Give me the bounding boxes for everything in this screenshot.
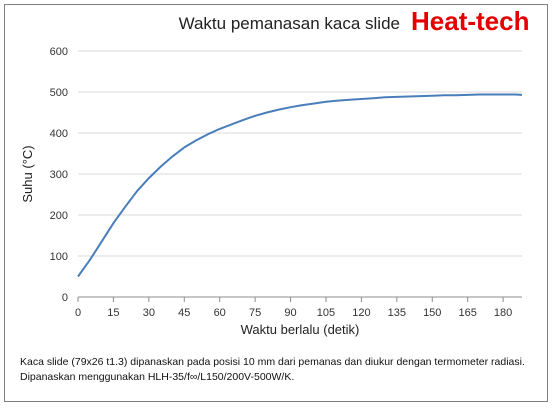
- caption-line-1: Kaca slide (79x26 t1.3) dipanaskan pada …: [20, 356, 525, 368]
- x-tick-label-135: 135: [388, 307, 406, 319]
- x-tick-label-90: 90: [284, 307, 296, 319]
- x-tick-label-105: 105: [317, 307, 335, 319]
- chart-title: Waktu pemanasan kaca slide: [178, 14, 400, 33]
- x-tick-label-180: 180: [494, 307, 512, 319]
- x-tick-label-165: 165: [459, 307, 477, 319]
- x-tick-label-15: 15: [107, 307, 119, 319]
- brand-logo: Heat-tech: [411, 6, 530, 36]
- caption-line-2: Dipanaskan menggunakan HLH-35/f∞/L150/20…: [20, 371, 295, 383]
- x-tick-label-30: 30: [143, 307, 155, 319]
- x-tick-label-120: 120: [352, 307, 370, 319]
- caption: Kaca slide (79x26 t1.3) dipanaskan pada …: [20, 355, 540, 385]
- x-axis-ticks: 0 15 30 45 60 75 90 105 120 135 150 165 180: [75, 297, 512, 319]
- y-tick-label-100: 100: [50, 251, 68, 263]
- series-line-0: [77, 93, 523, 278]
- y-axis-label: Suhu (°C): [20, 145, 35, 202]
- y-tick-label-0: 0: [62, 292, 68, 304]
- x-axis-label: Waktu berlalu (detik): [241, 322, 360, 337]
- x-tick-label-150: 150: [423, 307, 441, 319]
- series-group: [77, 93, 523, 278]
- x-tick-label-75: 75: [249, 307, 261, 319]
- y-tick-label-400: 400: [50, 128, 68, 140]
- y-axis-ticks: 0 100 200 300 400 500 600: [50, 46, 68, 304]
- x-tick-label-60: 60: [214, 307, 226, 319]
- y-tick-label-600: 600: [50, 46, 68, 58]
- figure-frame: [4, 4, 548, 402]
- y-tick-label-500: 500: [50, 87, 68, 99]
- x-tick-label-45: 45: [178, 307, 190, 319]
- y-tick-label-200: 200: [50, 210, 68, 222]
- x-tick-label-0: 0: [75, 307, 81, 319]
- line-chart: 0 100 200 300 400 500 600 0 15 30 45 60 75 90 105 120 1…: [20, 46, 523, 337]
- y-tick-label-300: 300: [50, 169, 68, 181]
- grid-lines: [78, 50, 522, 257]
